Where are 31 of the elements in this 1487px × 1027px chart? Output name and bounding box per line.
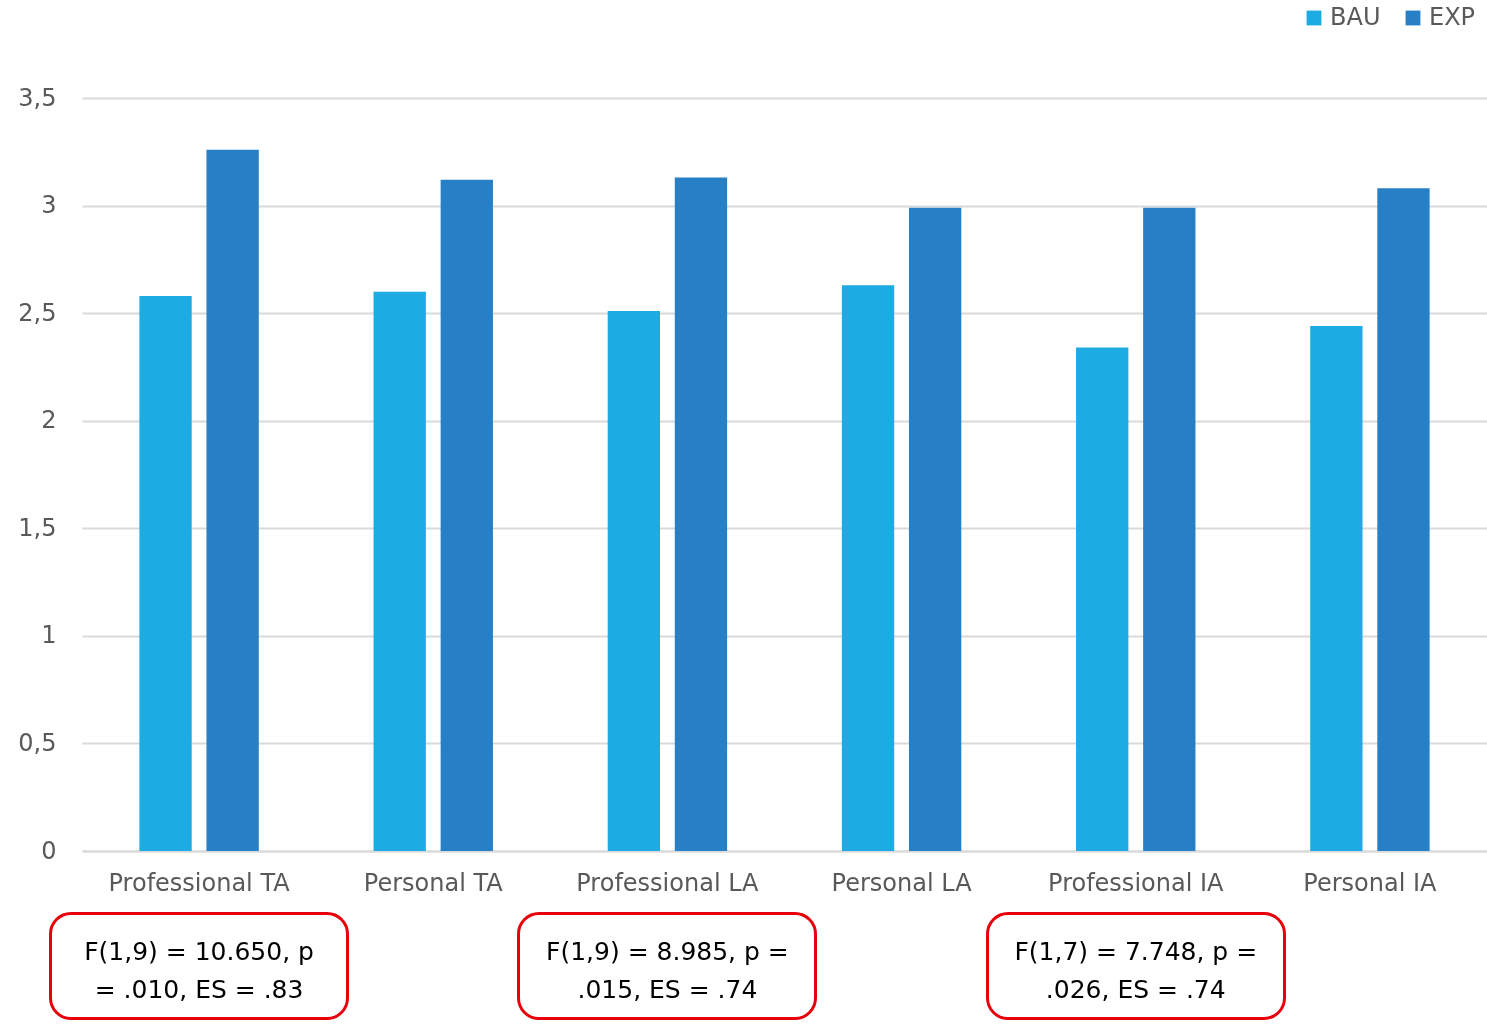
x-tick-label: Personal LA: [831, 868, 973, 897]
y-tick-label: 1: [41, 621, 57, 650]
bar: [674, 177, 728, 851]
bar: [1076, 347, 1129, 851]
bar: [1143, 207, 1196, 851]
y-tick-label: 3,5: [18, 83, 57, 112]
x-tick-label: Professional TA: [108, 868, 291, 897]
bar: [1377, 188, 1430, 851]
y-tick-label: 2,5: [18, 298, 57, 327]
bar: [607, 310, 661, 851]
legend-label: BAU: [1330, 3, 1381, 31]
bar: [841, 285, 895, 851]
bar: [440, 179, 493, 851]
legend-label: EXP: [1429, 3, 1476, 31]
bar: [206, 149, 259, 851]
y-tick-label: 3: [41, 191, 57, 220]
x-tick-label: Personal TA: [363, 868, 504, 897]
rounded-frame: F(1,7) = 7.748, p = .026, ES = .74: [985, 912, 1286, 1020]
x-tick-label: Professional LA: [576, 868, 760, 897]
bar: [1310, 326, 1363, 851]
bar: [908, 207, 962, 851]
y-tick-label: 1,5: [18, 513, 57, 542]
y-tick-label: 2: [41, 406, 57, 435]
y-tick-label: 0: [41, 836, 57, 865]
rounded-frame: F(1,9) = 10.650, p = .010, ES = .83: [49, 912, 350, 1020]
y-tick-label: 0,5: [18, 728, 57, 757]
bar: [373, 291, 426, 851]
x-tick-label: Professional IA: [1048, 868, 1225, 897]
rounded-frame: F(1,9) = 8.985, p = .015, ES = .74: [517, 912, 818, 1020]
x-tick-label: Personal IA: [1303, 868, 1438, 897]
bar: [139, 295, 192, 851]
